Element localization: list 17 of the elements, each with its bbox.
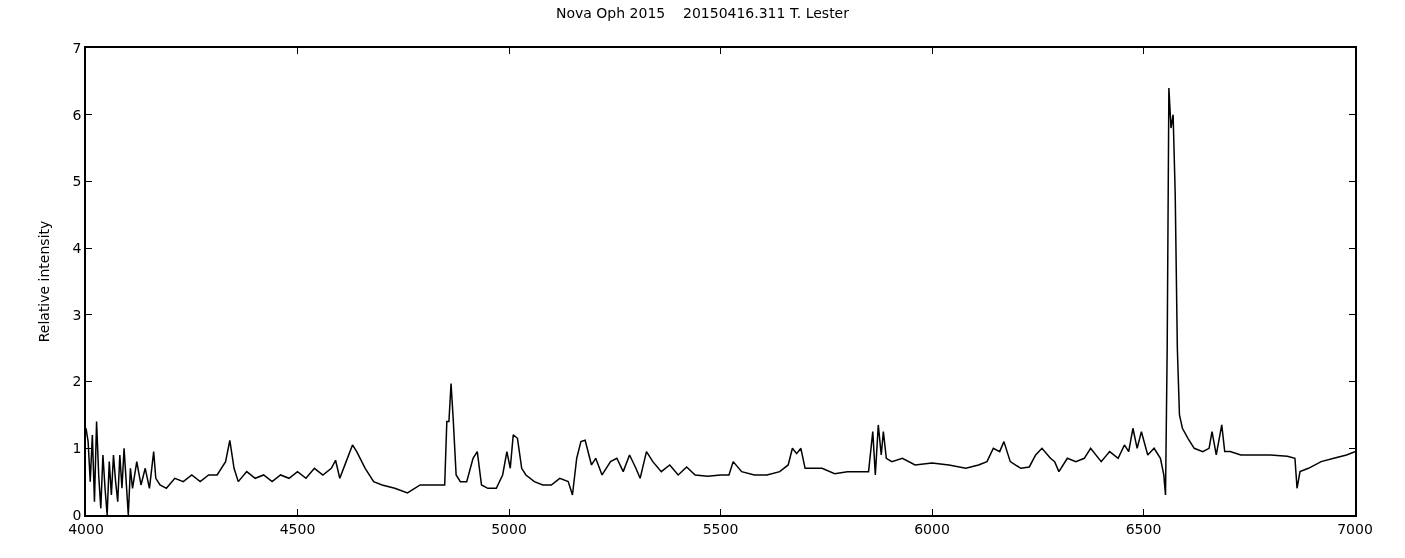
x-tick-label: 4500 <box>279 520 316 537</box>
y-tick-label: 0 <box>72 506 82 523</box>
x-tick-label: 5000 <box>491 520 527 537</box>
y-tick-label: 6 <box>72 106 82 123</box>
x-tick-label: 6000 <box>914 520 950 537</box>
y-tick-label: 2 <box>72 373 82 390</box>
x-tick-label: 6500 <box>1125 520 1162 537</box>
y-tick-label: 5 <box>72 173 82 190</box>
y-tick-label: 3 <box>72 306 82 323</box>
y-tick-label: 4 <box>72 240 82 257</box>
x-tick-label: 7000 <box>1337 520 1373 537</box>
x-tick-label: 4000 <box>68 520 104 537</box>
y-axis-title: Relative intensity <box>35 220 52 343</box>
x-tick-label: 5500 <box>702 520 739 537</box>
chart-title: Nova Oph 2015 20150416.311 T. Lester <box>555 5 850 22</box>
y-tick-label: 1 <box>72 440 82 457</box>
y-tick-label: 7 <box>72 39 82 56</box>
